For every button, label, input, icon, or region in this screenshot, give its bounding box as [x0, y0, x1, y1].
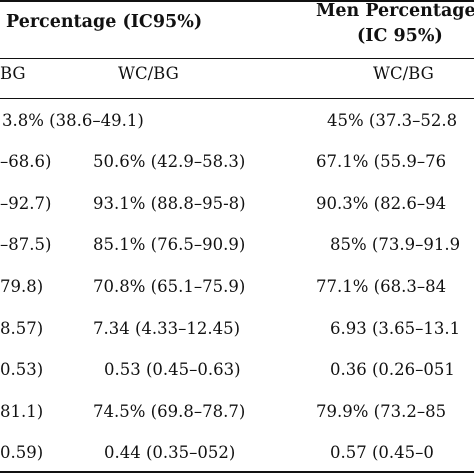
bottom-rule: [0, 471, 474, 473]
row7-col2: 0.53 (0.45–0.63): [104, 360, 241, 379]
row4-col1: –87.5): [0, 235, 52, 254]
group-header-rule: [0, 58, 474, 59]
row1-col1: 3.8% (38.6–49.1): [2, 111, 144, 130]
top-rule: [0, 0, 474, 2]
row2-col3: 67.1% (55.9–76: [316, 152, 447, 171]
subheader-rule: [0, 98, 474, 99]
group2-header-line2: (IC 95%): [357, 26, 443, 46]
row3-col3: 90.3% (82.6–94: [316, 194, 447, 213]
subheader-col3: WC/BG: [373, 64, 434, 83]
row8-col1: 81.1): [0, 402, 44, 421]
row3-col1: –92.7): [0, 194, 52, 213]
group1-header: Percentage (IC95%): [6, 12, 203, 32]
subheader-col2: WC/BG: [118, 64, 179, 83]
row4-col3: 85% (73.9–91.9: [330, 235, 461, 254]
group2-header-line1: Men Percentage: [316, 1, 474, 21]
row7-col1: 0.53): [0, 360, 44, 379]
row5-col2: 70.8% (65.1–75.9): [93, 277, 246, 296]
row9-col2: 0.44 (0.35–052): [104, 443, 236, 462]
row9-col3: 0.57 (0.45–0: [330, 443, 434, 462]
row5-col1: 79.8): [0, 277, 44, 296]
row5-col3: 77.1% (68.3–84: [316, 277, 447, 296]
row2-col2: 50.6% (42.9–58.3): [93, 152, 246, 171]
row8-col2: 74.5% (69.8–78.7): [93, 402, 246, 421]
row6-col2: 7.34 (4.33–12.45): [93, 319, 241, 338]
row8-col3: 79.9% (73.2–85: [316, 402, 447, 421]
subheader-col1: BG: [0, 64, 26, 83]
row9-col1: 0.59): [0, 443, 44, 462]
row4-col2: 85.1% (76.5–90.9): [93, 235, 246, 254]
row6-col1: 8.57): [0, 319, 44, 338]
row6-col3: 6.93 (3.65–13.1: [330, 319, 461, 338]
row7-col3: 0.36 (0.26–051: [330, 360, 455, 379]
row1-col3: 45% (37.3–52.8: [327, 111, 458, 130]
row2-col1: –68.6): [0, 152, 52, 171]
row3-col2: 93.1% (88.8–95-8): [93, 194, 246, 213]
